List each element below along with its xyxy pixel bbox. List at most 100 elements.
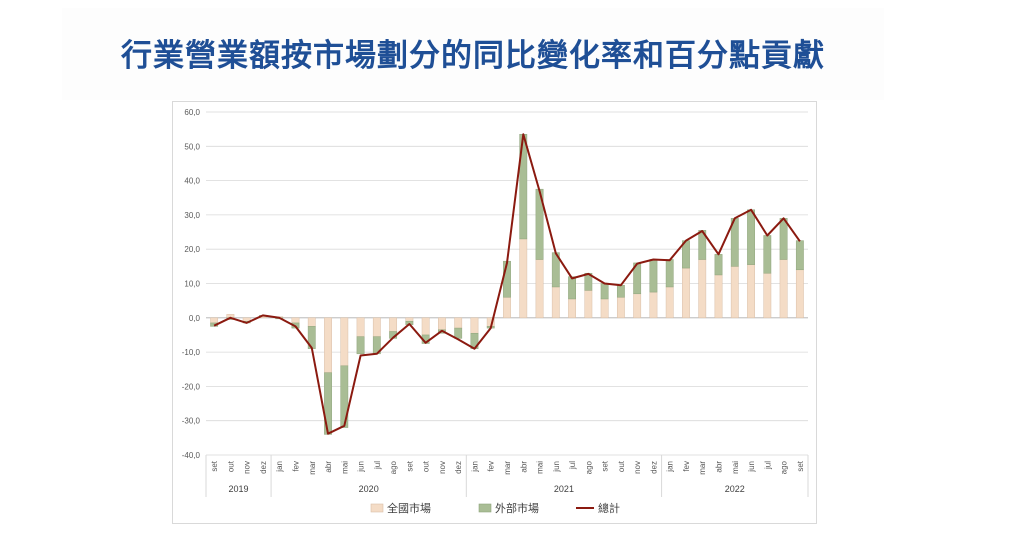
bar-domestic bbox=[519, 238, 528, 319]
year-label: 2021 bbox=[554, 484, 574, 494]
bar-domestic bbox=[372, 317, 381, 337]
bar-external bbox=[649, 259, 658, 293]
bar-domestic bbox=[454, 317, 463, 329]
bar-external bbox=[795, 240, 804, 271]
x-tick-label: nov bbox=[633, 461, 642, 474]
bar-domestic bbox=[421, 317, 430, 336]
legend-swatch-domestic bbox=[370, 503, 384, 513]
bar-domestic bbox=[633, 293, 642, 319]
y-tick-label: -40,0 bbox=[182, 451, 201, 460]
bar-domestic bbox=[405, 317, 414, 322]
legend-swatch-external bbox=[478, 503, 492, 513]
bar-domestic bbox=[616, 296, 625, 319]
bar-external bbox=[356, 336, 365, 355]
y-tick-label: 30,0 bbox=[184, 211, 200, 220]
x-tick-label: mar bbox=[308, 461, 317, 475]
bar-domestic bbox=[682, 267, 690, 319]
x-tick-label: mai bbox=[340, 461, 349, 474]
x-tick-label: nov bbox=[243, 461, 252, 474]
bar-domestic bbox=[307, 317, 316, 327]
bar-domestic bbox=[795, 269, 804, 319]
x-tick-label: out bbox=[422, 460, 431, 472]
bar-domestic bbox=[714, 274, 723, 319]
bar-external bbox=[600, 283, 609, 300]
x-tick-label: abr bbox=[324, 461, 333, 473]
x-tick-label: jul bbox=[568, 461, 577, 470]
x-tick-label: fev bbox=[487, 461, 496, 472]
bar-external bbox=[616, 284, 625, 298]
x-tick-label: dez bbox=[259, 461, 268, 474]
legend-label-domestic: 全國市場 bbox=[387, 501, 431, 515]
y-tick-label: 0,0 bbox=[189, 314, 201, 323]
bar-domestic bbox=[356, 317, 365, 337]
y-tick-label: 50,0 bbox=[184, 142, 200, 151]
legend-label-external: 外部市場 bbox=[495, 501, 539, 515]
bar-domestic bbox=[584, 290, 593, 319]
bar-domestic bbox=[747, 264, 755, 319]
bar-external bbox=[763, 235, 772, 274]
bar-domestic bbox=[210, 317, 219, 324]
bar-external bbox=[568, 276, 576, 300]
x-tick-label: set bbox=[601, 460, 610, 471]
x-tick-label: jun bbox=[357, 461, 366, 473]
x-tick-label: abr bbox=[519, 461, 528, 473]
line-total bbox=[213, 133, 801, 435]
bar-domestic bbox=[535, 259, 544, 319]
x-tick-label: mar bbox=[503, 461, 512, 475]
x-tick-label: jul bbox=[763, 461, 772, 470]
x-tick-label: nov bbox=[438, 461, 447, 474]
x-tick-label: mai bbox=[536, 461, 545, 474]
y-tick-label: 10,0 bbox=[184, 280, 200, 289]
bar-external bbox=[454, 327, 463, 339]
x-tick-label: jan bbox=[666, 461, 675, 473]
x-tick-label: dez bbox=[649, 461, 658, 474]
y-tick-label: -20,0 bbox=[182, 382, 201, 391]
x-tick-label: out bbox=[226, 460, 235, 472]
y-tick-label: -10,0 bbox=[182, 348, 201, 357]
bar-domestic bbox=[763, 272, 772, 319]
x-tick-label: jul bbox=[373, 461, 382, 470]
x-tick-label: jan bbox=[275, 461, 284, 473]
x-tick-label: mar bbox=[698, 461, 707, 475]
y-tick-label: 60,0 bbox=[184, 108, 200, 117]
bar-domestic bbox=[389, 317, 398, 332]
bar-external bbox=[779, 218, 788, 260]
y-tick-label: 40,0 bbox=[184, 177, 200, 186]
bar-domestic bbox=[779, 259, 788, 319]
bar-external bbox=[340, 365, 349, 428]
x-tick-label: set bbox=[405, 460, 414, 471]
x-tick-label: mai bbox=[731, 461, 740, 474]
x-tick-label: set bbox=[796, 460, 805, 471]
x-tick-label: jan bbox=[470, 461, 479, 473]
x-tick-label: fev bbox=[682, 461, 691, 472]
x-tick-label: ago bbox=[389, 460, 398, 474]
x-tick-label: jun bbox=[552, 461, 561, 473]
bar-domestic bbox=[600, 298, 609, 319]
x-tick-label: fev bbox=[291, 461, 300, 472]
bar-domestic bbox=[340, 317, 349, 367]
bar-domestic bbox=[503, 296, 511, 319]
bar-domestic bbox=[568, 298, 576, 319]
year-label: 2022 bbox=[725, 484, 745, 494]
bar-domestic bbox=[649, 291, 658, 319]
page-title: 行業營業額按市場劃分的同比變化率和百分點貢獻 bbox=[121, 38, 825, 74]
x-tick-label: abr bbox=[715, 461, 724, 473]
year-label: 2020 bbox=[359, 484, 379, 494]
y-tick-label: -30,0 bbox=[182, 417, 201, 426]
title-band bbox=[62, 8, 884, 100]
bar-external bbox=[747, 209, 755, 265]
x-tick-label: dez bbox=[454, 461, 463, 474]
x-tick-label: ago bbox=[584, 460, 593, 474]
bar-external bbox=[665, 259, 674, 288]
bar-domestic bbox=[698, 259, 707, 319]
bar-domestic bbox=[438, 317, 446, 331]
legend-label-total: 總計 bbox=[598, 501, 620, 515]
y-tick-label: 20,0 bbox=[184, 245, 200, 254]
bar-domestic bbox=[291, 317, 300, 324]
x-tick-label: ago bbox=[780, 460, 789, 474]
x-tick-label: set bbox=[210, 460, 219, 471]
bar-domestic bbox=[324, 317, 332, 373]
bar-external bbox=[714, 254, 723, 276]
x-tick-label: out bbox=[617, 460, 626, 472]
